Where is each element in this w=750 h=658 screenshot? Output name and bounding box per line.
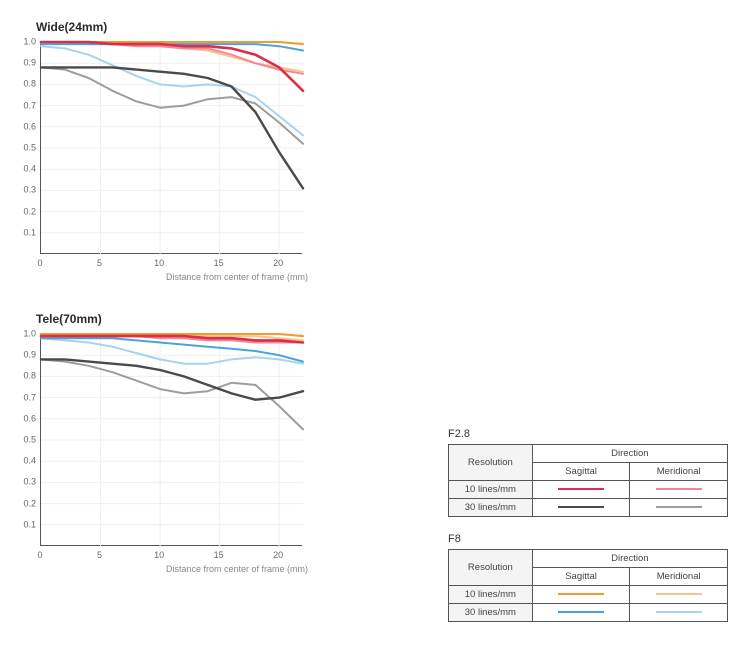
legend-row-label: 30 lines/mm (449, 604, 533, 622)
plot-area (40, 334, 302, 546)
chart-title: Tele(70mm) (36, 312, 328, 326)
charts-column: Wide(24mm) 0.10.20.30.40.50.60.70.80.91.0… (18, 20, 328, 638)
legend-header-meridional: Meridional (630, 568, 728, 586)
mtf-chart: Wide(24mm) 0.10.20.30.40.50.60.70.80.91.0… (18, 20, 328, 284)
mtf-chart: Tele(70mm) 0.10.20.30.40.50.60.70.80.91.0… (18, 312, 328, 576)
legend-swatch (532, 481, 630, 499)
y-axis-ticks: 0.10.20.30.40.50.60.70.80.91.0 (18, 334, 38, 546)
legend-swatch (532, 499, 630, 517)
legend-row-label: 30 lines/mm (449, 499, 533, 517)
legend-table: F2.8 ResolutionDirectionSagittalMeridiona… (448, 428, 728, 517)
legend-table: F8 ResolutionDirectionSagittalMeridional 1… (448, 533, 728, 622)
legend-title: F8 (448, 533, 728, 545)
legend-header-sagittal: Sagittal (532, 463, 630, 481)
legend-row-label: 10 lines/mm (449, 586, 533, 604)
legend-header-resolution: Resolution (449, 445, 533, 481)
x-axis-label: Distance from center of frame (mm) (40, 564, 308, 574)
plot-area (40, 42, 302, 254)
y-axis-ticks: 0.10.20.30.40.50.60.70.80.91.0 (18, 42, 38, 254)
legend-header-direction: Direction (532, 445, 727, 463)
legend-swatch (630, 604, 728, 622)
legend-swatch (630, 586, 728, 604)
x-axis-label: Distance from center of frame (mm) (40, 272, 308, 282)
legend-swatch (630, 481, 728, 499)
legend-swatch (630, 499, 728, 517)
legend-header-resolution: Resolution (449, 550, 533, 586)
legend-header-sagittal: Sagittal (532, 568, 630, 586)
legend-header-meridional: Meridional (630, 463, 728, 481)
legend-header-direction: Direction (532, 550, 727, 568)
legend-title: F2.8 (448, 428, 728, 440)
legend-column: F2.8ResolutionDirectionSagittalMeridiona… (448, 20, 728, 638)
legend-swatch (532, 604, 630, 622)
chart-title: Wide(24mm) (36, 20, 328, 34)
legend-swatch (532, 586, 630, 604)
legend-row-label: 10 lines/mm (449, 481, 533, 499)
series-f28_30_sag (41, 359, 303, 399)
